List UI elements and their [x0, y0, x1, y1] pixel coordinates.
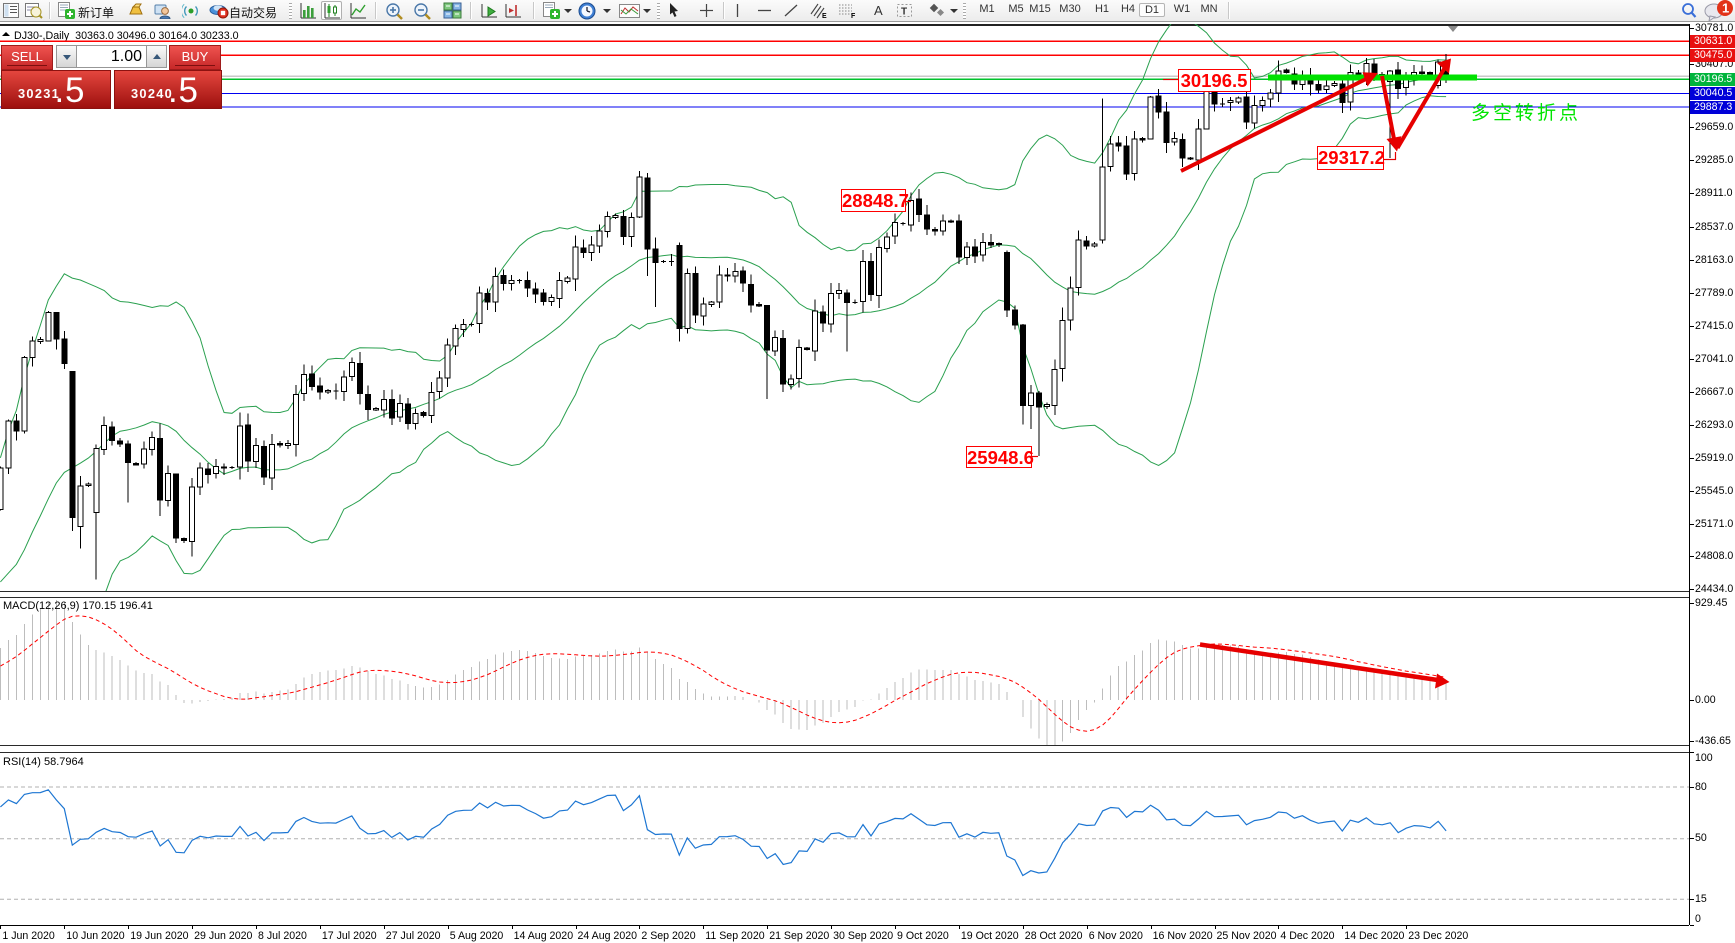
svg-text:F: F: [851, 13, 856, 19]
svg-text:1: 1: [1722, 1, 1729, 16]
svg-text:E: E: [822, 13, 827, 19]
svg-text:T: T: [901, 7, 907, 18]
